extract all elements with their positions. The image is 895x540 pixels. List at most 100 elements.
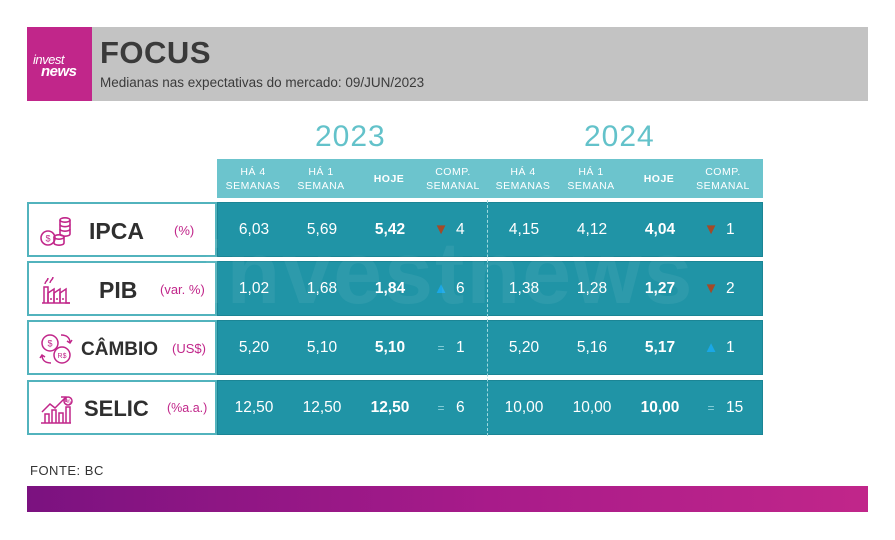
- data-row-cambio: 5,20 5,10 5,10 = 1 5,20 5,16 5,17 ▲ 1: [217, 320, 763, 375]
- row-label-selic: % SELIC (%a.a.): [27, 380, 217, 435]
- cell-pib-2023-hoje: 1,84: [374, 279, 406, 297]
- year-divider: [487, 200, 488, 436]
- cell-ipca-2023-comp: ▼ 4: [418, 203, 490, 256]
- col-header-comp-2024: COMP. SEMANAL: [687, 159, 759, 198]
- col-header-hoje-2023: HOJE: [353, 159, 425, 198]
- row-label-cambio: $ R$ CÂMBIO (US$): [27, 320, 217, 375]
- equal-sign-icon: =: [707, 400, 715, 415]
- cell-cambio-2024-hoje: 5,17: [644, 338, 676, 356]
- svg-text:R$: R$: [58, 353, 67, 360]
- cell-selic-2023-comp: = 6: [418, 381, 490, 434]
- cell-selic-2023-hoje: 12,50: [370, 398, 410, 416]
- footer-gradient-bar: [27, 486, 868, 512]
- col-header-line: HÁ 1: [578, 165, 604, 178]
- col-header-line: SEMANAL: [426, 179, 480, 192]
- cell-cambio-2023-ha4: 5,20: [238, 338, 270, 356]
- data-row-pib: 1,02 1,68 1,84 ▲ 6 1,38 1,28 1,27 ▼ 2: [217, 261, 763, 316]
- col-header-line: SEMANA: [567, 179, 615, 192]
- data-row-selic: 12,50 12,50 12,50 = 6 10,00 10,00 10,00 …: [217, 380, 763, 435]
- col-header-line: SEMANAS: [225, 179, 281, 192]
- column-header-band: HÁ 4 SEMANAS HÁ 1 SEMANA HOJE COMP. SEMA…: [217, 159, 763, 198]
- comp-weeks: 6: [456, 398, 465, 416]
- col-header-line: SEMANA: [297, 179, 345, 192]
- row-unit-ipca: (%): [174, 223, 195, 238]
- up-arrow-icon: ▲: [703, 339, 719, 356]
- cell-cambio-2024-ha4: 5,20: [508, 338, 540, 356]
- col-header-ha1-2023: HÁ 1 SEMANA: [285, 159, 357, 198]
- cell-ipca-2024-hoje: 4,04: [644, 220, 676, 238]
- year-2024-heading: 2024: [584, 120, 655, 153]
- factory-icon: [42, 276, 70, 304]
- col-header-line: SEMANAL: [696, 179, 750, 192]
- cell-pib-2023-comp: ▲ 6: [418, 262, 490, 315]
- comp-weeks: 1: [726, 338, 735, 356]
- col-header-line: HÁ 4: [240, 165, 266, 178]
- cell-ipca-2024-ha1: 4,12: [576, 220, 608, 238]
- cell-pib-2024-hoje: 1,27: [644, 279, 676, 297]
- row-unit-pib: (var. %): [160, 282, 205, 297]
- up-arrow-icon: ▲: [433, 280, 449, 297]
- cell-selic-2023-ha1: 12,50: [302, 398, 342, 416]
- comp-weeks: 2: [726, 279, 735, 297]
- source-note: FONTE: BC: [30, 463, 104, 478]
- col-header-hoje-2024: HOJE: [623, 159, 695, 198]
- cell-pib-2024-ha1: 1,28: [576, 279, 608, 297]
- col-header-ha4-2023: HÁ 4 SEMANAS: [217, 159, 289, 198]
- logo-line1: invest: [33, 52, 64, 67]
- cell-pib-2024-ha4: 1,38: [508, 279, 540, 297]
- cell-ipca-2023-hoje: 5,42: [374, 220, 406, 238]
- cell-cambio-2024-comp: ▲ 1: [688, 321, 760, 374]
- page-title: FOCUS: [100, 35, 211, 70]
- comp-weeks: 4: [456, 220, 465, 238]
- row-unit-cambio: (US$): [172, 341, 206, 356]
- investnews-logo: invest news: [27, 27, 92, 101]
- cell-pib-2023-ha4: 1,02: [238, 279, 270, 297]
- row-name-pib: PIB: [99, 277, 138, 303]
- col-header-line: HOJE: [643, 172, 675, 185]
- col-header-line: HOJE: [373, 172, 405, 185]
- cell-cambio-2024-ha1: 5,16: [576, 338, 608, 356]
- cell-selic-2024-ha4: 10,00: [504, 398, 544, 416]
- header-banner: invest news FOCUS Medianas nas expectati…: [27, 27, 868, 101]
- row-name-selic: SELIC: [84, 396, 149, 421]
- col-header-line: HÁ 4: [510, 165, 536, 178]
- cell-cambio-2023-hoje: 5,10: [374, 338, 406, 356]
- data-row-ipca: 6,03 5,69 5,42 ▼ 4 4,15 4,12 4,04 ▼ 1: [217, 202, 763, 257]
- svg-text:$: $: [45, 234, 50, 244]
- down-arrow-icon: ▼: [703, 280, 719, 297]
- svg-text:%: %: [65, 400, 71, 406]
- cell-ipca-2024-comp: ▼ 1: [688, 203, 760, 256]
- col-header-comp-2023: COMP. SEMANAL: [417, 159, 489, 198]
- col-header-line: SEMANAS: [495, 179, 551, 192]
- cell-ipca-2023-ha1: 5,69: [306, 220, 338, 238]
- row-name-ipca: IPCA: [89, 218, 144, 244]
- cell-ipca-2023-ha4: 6,03: [238, 220, 270, 238]
- page-subtitle: Medianas nas expectativas do mercado: 09…: [100, 75, 425, 90]
- comp-weeks: 6: [456, 279, 465, 297]
- cell-pib-2024-comp: ▼ 2: [688, 262, 760, 315]
- down-arrow-icon: ▼: [433, 221, 449, 238]
- cell-cambio-2023-ha1: 5,10: [306, 338, 338, 356]
- col-header-line: HÁ 1: [308, 165, 334, 178]
- equal-sign-icon: =: [437, 340, 445, 355]
- cell-pib-2023-ha1: 1,68: [306, 279, 338, 297]
- comp-weeks: 1: [726, 220, 735, 238]
- equal-sign-icon: =: [437, 400, 445, 415]
- cell-ipca-2024-ha4: 4,15: [508, 220, 540, 238]
- year-2023-heading: 2023: [315, 120, 386, 153]
- down-arrow-icon: ▼: [703, 221, 719, 238]
- comp-weeks: 15: [726, 398, 744, 416]
- cell-cambio-2023-comp: = 1: [418, 321, 490, 374]
- row-unit-selic: (%a.a.): [167, 401, 208, 415]
- logo-line2: news: [41, 63, 77, 80]
- coins-icon: $: [40, 216, 71, 247]
- col-header-ha4-2024: HÁ 4 SEMANAS: [487, 159, 559, 198]
- cell-selic-2024-ha1: 10,00: [572, 398, 612, 416]
- col-header-line: COMP.: [435, 165, 471, 178]
- row-name-cambio: CÂMBIO: [81, 339, 159, 360]
- comp-weeks: 1: [456, 338, 465, 356]
- col-header-line: COMP.: [705, 165, 741, 178]
- col-header-ha1-2024: HÁ 1 SEMANA: [555, 159, 627, 198]
- growth-chart-icon: %: [41, 396, 73, 424]
- watermark: investnews: [200, 223, 695, 322]
